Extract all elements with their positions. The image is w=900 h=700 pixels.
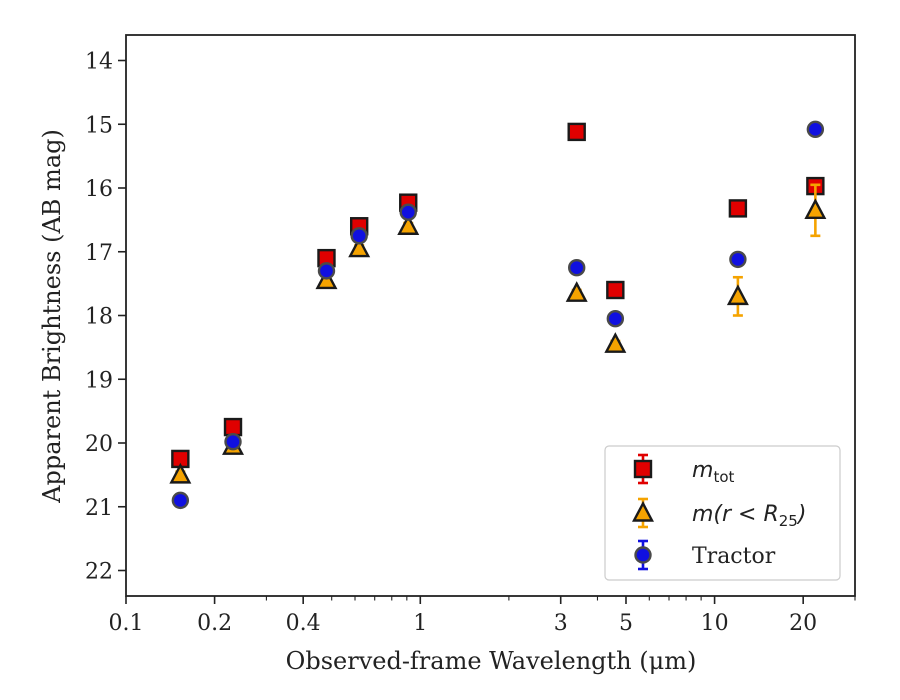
data-point-mr25: [604, 332, 627, 353]
y-tick-label: 18: [85, 305, 113, 330]
legend-label-tractor: Tractor: [692, 544, 776, 569]
data-point-mtot: [567, 122, 586, 142]
y-tick-label: 16: [85, 177, 113, 202]
data-point-tractor: [350, 227, 368, 245]
y-tick-label: 14: [85, 50, 113, 75]
data-point-mr25: [169, 462, 192, 484]
data-point-tractor: [224, 433, 242, 451]
legend-label-mr25: m(r < R25): [692, 502, 806, 530]
series-mr25: [169, 183, 827, 484]
data-point-mr25: [726, 284, 749, 306]
data-point-mtot: [223, 417, 243, 437]
legend-marker-tractor: [634, 546, 652, 564]
legend: mtot m(r < R25) Tractor: [604, 445, 841, 581]
data-point-tractor: [317, 262, 336, 280]
data-point-tractor: [606, 309, 625, 328]
data-point-mr25: [348, 236, 371, 258]
x-tick-label: 10: [701, 611, 729, 636]
x-tick-label: 0.1: [109, 611, 144, 636]
y-axis-title: Apparent Brightness (AB mag): [38, 129, 66, 504]
data-point-tractor: [806, 120, 825, 139]
data-point-tractor: [399, 203, 417, 221]
y-tick-label: 22: [85, 560, 113, 585]
data-point-tractor: [171, 491, 190, 510]
data-point-mr25: [804, 198, 827, 220]
x-tick-label: 1: [413, 611, 427, 636]
x-tick-label: 0.4: [286, 611, 321, 636]
data-point-mr25: [397, 214, 420, 235]
x-tick-label: 3: [554, 611, 568, 636]
data-point-mr25: [565, 281, 588, 302]
x-tick-label: 5: [619, 611, 633, 636]
legend-marker-mr25: [632, 500, 654, 522]
legend-marker-mtot: [633, 459, 653, 479]
y-tick-label: 20: [85, 432, 113, 457]
y-tick-label: 15: [85, 113, 113, 138]
data-point-tractor: [729, 250, 747, 269]
x-tick-label: 0.2: [197, 611, 232, 636]
legend-box: [604, 445, 841, 581]
series-mtot: [171, 122, 825, 469]
x-axis-title: Observed-frame Wavelength (μm): [286, 647, 697, 675]
data-point-tractor: [568, 258, 586, 277]
legend-label-mtot: mtot: [692, 458, 734, 486]
y-tick-label: 19: [85, 368, 113, 393]
y-tick-label: 21: [85, 496, 113, 521]
data-point-mtot: [606, 280, 625, 300]
axes-layer: 14 15 16 17 18 19 20 21 22 0.1 0.2 0.4 1 3 5 10 20: [85, 34, 856, 636]
plot-layer: [169, 120, 827, 510]
y-tick-label: 17: [85, 241, 113, 266]
data-point-mtot: [728, 199, 748, 218]
series-tractor: [171, 120, 825, 510]
x-tick-label: 20: [789, 611, 817, 636]
